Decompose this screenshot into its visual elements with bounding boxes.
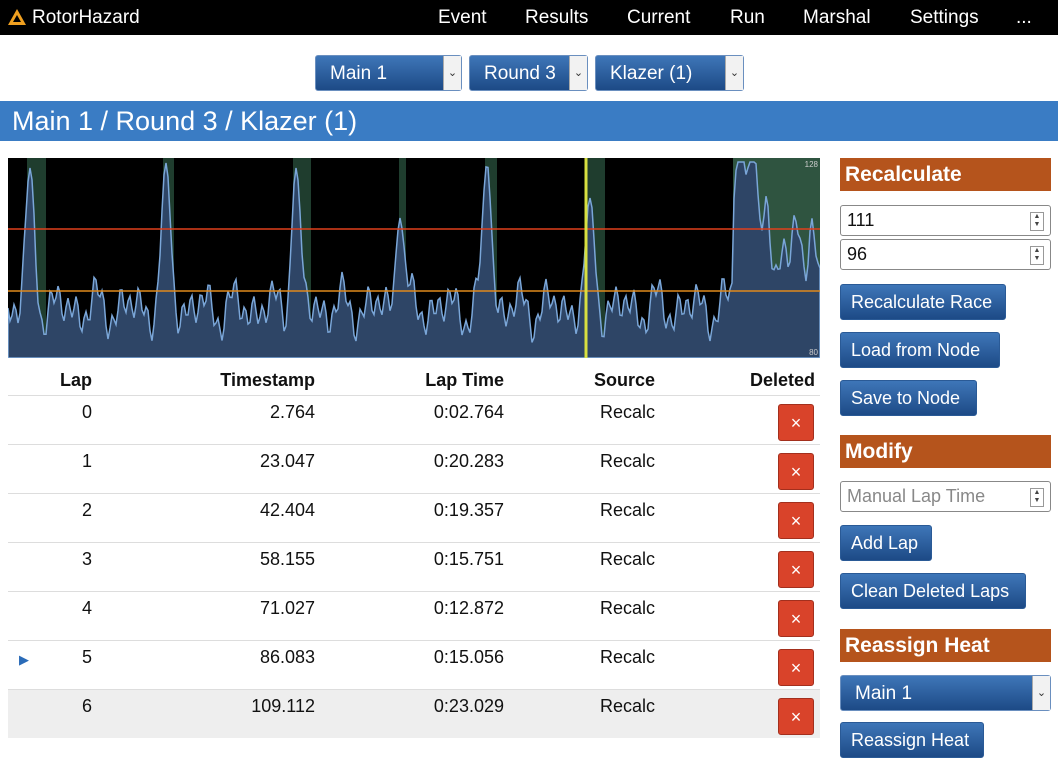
section-header: Modify [840, 435, 1051, 468]
dropdown-arrow: ⌄ [569, 56, 587, 90]
lap-cell: 71.027 [259, 598, 315, 618]
delete-lap-button[interactable]: × [778, 698, 814, 735]
lap-cell: 23.047 [259, 451, 315, 471]
select-text: Main 1 [330, 63, 388, 84]
page-heading: Main 1 / Round 3 / Klazer (1) [0, 101, 1058, 141]
spinner: ▲ ▼ [1030, 488, 1044, 507]
delete-lap-button[interactable]: × [778, 404, 814, 441]
nav-item[interactable]: Marshal [803, 7, 871, 28]
brand[interactable]: RotorHazard [32, 7, 140, 28]
lap-cell: 0:02.764 [433, 402, 504, 422]
lap-cell: 6 [81, 696, 92, 716]
heading-text: Main 1 / Round 3 / Klazer (1) [12, 106, 358, 136]
section-header: Reassign Heat [840, 629, 1051, 662]
nav-item[interactable]: Results [525, 7, 589, 28]
reassign-select[interactable]: Main 1 ⌄ [840, 675, 1051, 711]
action-button[interactable]: Add Lap [840, 525, 932, 561]
lap-cell: 3 [81, 549, 92, 569]
action-button[interactable]: Reassign Heat [840, 722, 984, 758]
heat-select[interactable]: Round 3 ⌄ [469, 55, 588, 91]
lap-cell: 109.112 [251, 696, 315, 716]
delete-lap-button[interactable]: × [778, 551, 814, 588]
graph-max-label: 128 [805, 160, 819, 169]
lap-cell: 0 [81, 402, 92, 422]
lap-cell: 86.083 [259, 647, 315, 667]
rssi-graph: 128 80 [8, 158, 820, 358]
laps-table: Lap Timestamp Lap Time Source Deleted 0 2.764 0… [8, 362, 820, 738]
lap-cell: Recalc [599, 549, 655, 569]
select-text: Main 1 [855, 683, 913, 704]
action-button[interactable]: Recalculate Race [840, 284, 1006, 320]
nav-item[interactable]: Event [438, 7, 487, 28]
nav-item[interactable]: ... [1016, 7, 1032, 28]
heat-select[interactable]: Main 1 ⌄ [315, 55, 462, 91]
lap-cell: 5 [81, 647, 92, 667]
column-header: Timestamp [220, 370, 315, 390]
lap-cell: Recalc [599, 647, 655, 667]
lap-row: ▶ 5 86.083 0:15.056 Recalc × [8, 640, 820, 689]
lap-row: 2 42.404 0:19.357 Recalc × [8, 493, 820, 542]
graph-min-label: 80 [809, 348, 818, 357]
current-lap-marker: ▶ [19, 652, 29, 667]
nav-item[interactable]: Settings [910, 7, 979, 28]
column-header: Deleted [749, 370, 815, 390]
section-header: Recalculate [840, 158, 1051, 191]
action-button[interactable]: Save to Node [840, 380, 977, 416]
lap-cell: 0:12.872 [433, 598, 504, 618]
lap-cell: 0:20.283 [433, 451, 504, 471]
lap-cell: Recalc [599, 598, 655, 618]
delete-lap-button[interactable]: × [778, 649, 814, 686]
dropdown-arrow: ⌄ [443, 56, 461, 90]
lap-cell: Recalc [599, 500, 655, 520]
lap-cell: Recalc [599, 696, 655, 716]
spinner: ▲ ▼ [1030, 246, 1044, 265]
column-header: Source [593, 370, 655, 390]
lap-cell: 4 [81, 598, 92, 618]
logo [8, 9, 26, 25]
spinner: ▲ ▼ [1030, 212, 1044, 231]
delete-lap-button[interactable]: × [778, 600, 814, 637]
lap-cell: Recalc [599, 402, 655, 422]
lap-cell: 2.764 [269, 402, 315, 422]
action-button[interactable]: Clean Deleted Laps [840, 573, 1026, 609]
lap-time-input[interactable]: Manual Lap Time ▲ ▼ [840, 481, 1051, 512]
lap-cell: 0:19.357 [433, 500, 504, 520]
input-value: 111 [847, 210, 875, 230]
lap-cell: 58.155 [259, 549, 315, 569]
column-header: Lap Time [425, 370, 504, 390]
lap-cell: 0:15.056 [433, 647, 504, 667]
number-input[interactable]: 111 ▲ ▼ [840, 205, 1051, 236]
lap-cell: Recalc [599, 451, 655, 471]
lap-cell: 0:15.751 [433, 549, 504, 569]
lap-cell: 42.404 [259, 500, 315, 520]
delete-lap-button[interactable]: × [778, 502, 814, 539]
lap-cell: 0:23.029 [433, 696, 504, 716]
dropdown-arrow: ⌄ [725, 56, 743, 90]
lap-row: 3 58.155 0:15.751 Recalc × [8, 542, 820, 591]
navbar: RotorHazard Event Results Current Run Marsha… [0, 0, 1058, 35]
lap-cell: 2 [81, 500, 92, 520]
dropdown-arrow: ⌄ [1032, 676, 1050, 710]
heat-select[interactable]: Klazer (1) ⌄ [595, 55, 744, 91]
select-text: Round 3 [484, 63, 556, 84]
lap-cell: 1 [81, 451, 92, 471]
lap-row: 4 71.027 0:12.872 Recalc × [8, 591, 820, 640]
input-value: 96 [847, 244, 868, 264]
lap-row: 6 109.112 0:23.029 Recalc × [8, 689, 820, 738]
action-button[interactable]: Load from Node [840, 332, 1000, 368]
input-placeholder: Manual Lap Time [847, 486, 986, 506]
nav-item[interactable]: Run [730, 7, 765, 28]
select-text: Klazer (1) [610, 63, 693, 84]
lap-row: 0 2.764 0:02.764 Recalc × [8, 395, 820, 444]
nav-item[interactable]: Current [627, 7, 691, 28]
column-header: Lap [59, 370, 92, 390]
lap-row: 1 23.047 0:20.283 Recalc × [8, 444, 820, 493]
number-input[interactable]: 96 ▲ ▼ [840, 239, 1051, 270]
delete-lap-button[interactable]: × [778, 453, 814, 490]
